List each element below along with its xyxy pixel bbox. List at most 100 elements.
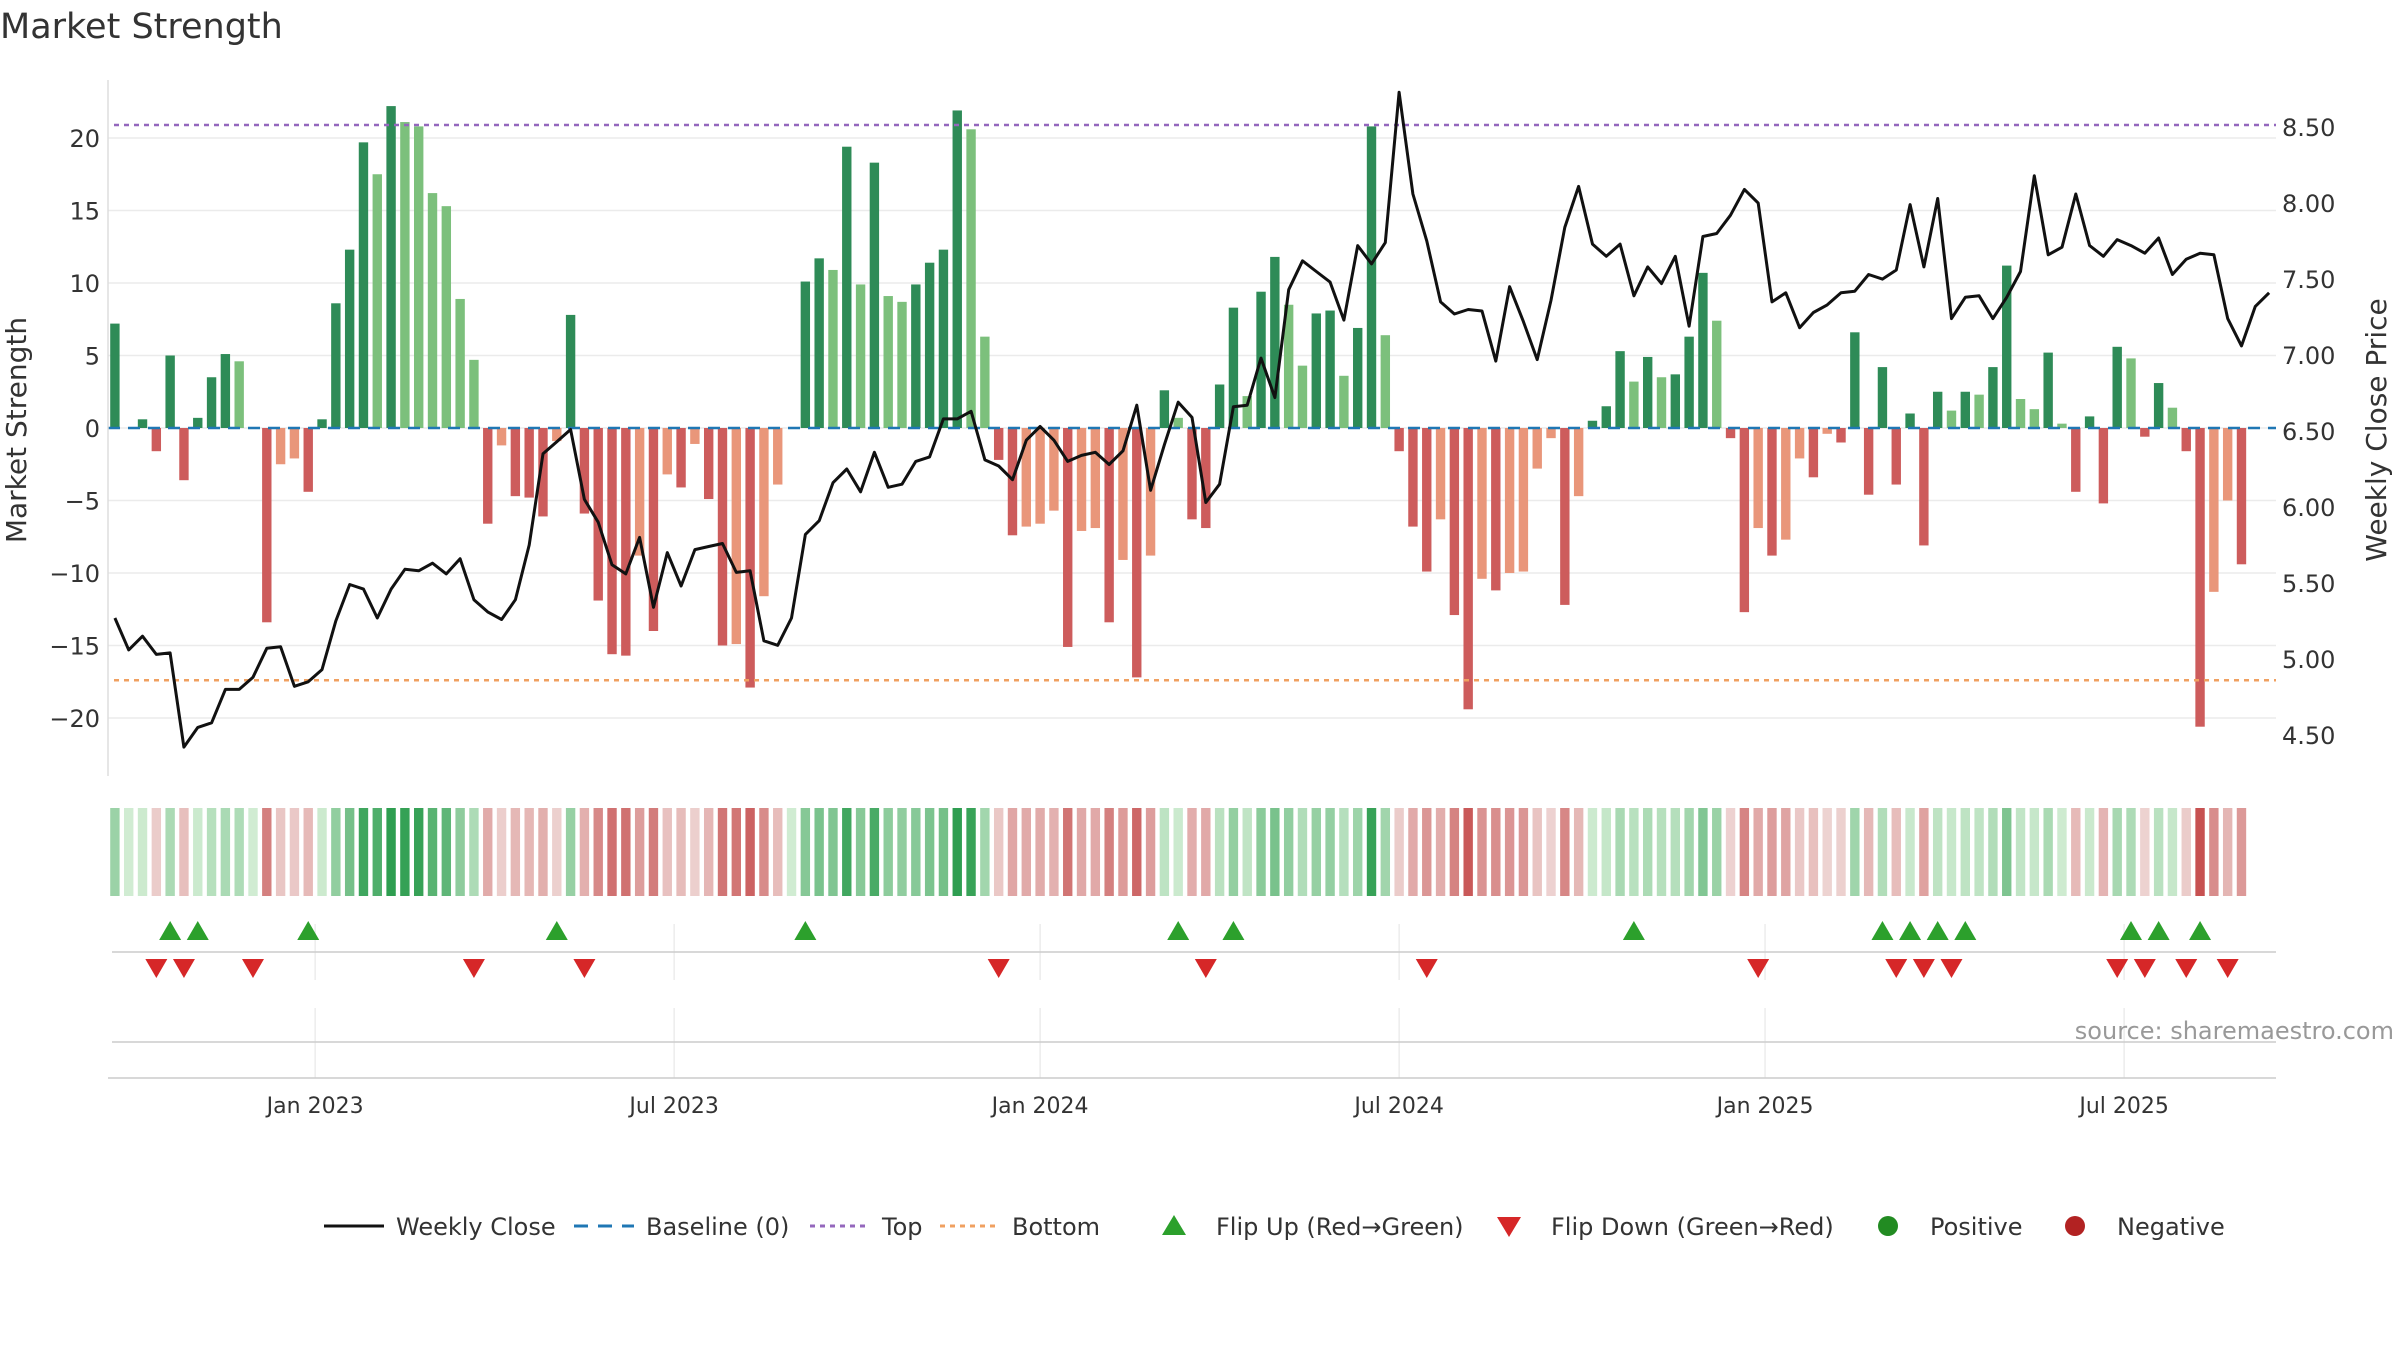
strength-bar <box>1891 428 1901 485</box>
heat-cell <box>869 808 880 896</box>
legend-swatch-circle <box>2065 1216 2085 1236</box>
y-right-tick-label: 4.50 <box>2282 722 2335 750</box>
heat-cell <box>1919 808 1929 896</box>
strength-bar <box>1159 390 1170 428</box>
strength-bar <box>2126 358 2136 428</box>
heat-cell <box>842 808 852 896</box>
heat-cell <box>2029 808 2040 896</box>
strength-bar <box>2181 428 2191 452</box>
strength-bar <box>2236 428 2247 565</box>
heat-cell <box>358 808 369 896</box>
heat-cell <box>621 808 631 896</box>
strength-bar <box>510 428 521 497</box>
heat-cell <box>2043 808 2053 896</box>
strength-bar <box>234 361 244 428</box>
legend-label: Positive <box>1930 1213 2023 1241</box>
heat-cell <box>1435 808 1446 896</box>
strength-bar <box>1560 428 1570 605</box>
y-left-tick-label: 20 <box>69 125 100 153</box>
heat-cell <box>690 808 700 896</box>
heat-cell <box>2057 808 2067 896</box>
strength-bar <box>1145 428 1156 556</box>
strength-bar <box>2098 428 2109 504</box>
flip-up-marker <box>1622 921 1645 940</box>
flip-up-marker <box>1167 921 1190 940</box>
heat-cell <box>1132 808 1142 896</box>
heat-cell <box>372 808 382 896</box>
heat-cell <box>2222 808 2233 896</box>
flip-down-marker <box>1415 959 1438 978</box>
strength-bar <box>621 428 631 656</box>
strength-bar <box>1739 428 1750 613</box>
y-right-tick-label: 5.50 <box>2282 570 2335 598</box>
heat-cell <box>1587 808 1598 896</box>
legend-label: Bottom <box>1012 1213 1100 1241</box>
heat-cell <box>1049 808 1059 896</box>
heat-cell <box>331 808 341 896</box>
strength-bar <box>814 258 824 428</box>
strength-bar <box>524 428 534 498</box>
strength-bar <box>993 428 1004 460</box>
heat-cell <box>1698 808 1708 896</box>
strength-bar <box>400 122 410 429</box>
flip-down-marker <box>1194 959 1217 978</box>
heat-cell <box>1449 808 1460 896</box>
strength-bar <box>607 428 617 655</box>
heat-cell <box>1311 808 1321 896</box>
flip-up-marker <box>2147 921 2170 940</box>
heat-cell <box>731 808 742 896</box>
strength-bar <box>745 428 755 688</box>
heat-cell <box>1270 808 1280 896</box>
strength-bar <box>1491 428 1501 591</box>
strength-bar <box>2002 265 2012 428</box>
heat-cell <box>1863 808 1874 896</box>
heat-cell <box>1090 808 1101 896</box>
x-tick-label: Jul 2024 <box>1352 1094 1444 1119</box>
strength-bar <box>220 354 231 428</box>
strength-bar <box>1919 428 1929 546</box>
heat-cell <box>1822 808 1832 896</box>
strength-bar <box>2195 428 2205 727</box>
heat-cell <box>552 808 562 896</box>
heat-cell <box>745 808 755 896</box>
strength-bar <box>427 193 438 428</box>
heat-cell <box>814 808 824 896</box>
legend: Weekly Close Baseline (0) Top Bottom Flip Up… <box>324 1213 2225 1241</box>
legend-label: Negative <box>2117 1213 2225 1241</box>
strength-bar <box>1629 381 1639 428</box>
strength-bar <box>1118 428 1128 560</box>
heat-cell <box>1808 808 1819 896</box>
y-left-tick-label: −15 <box>49 633 100 661</box>
strength-bar <box>1076 428 1087 531</box>
strength-bar <box>344 249 355 428</box>
strength-bar <box>455 298 465 428</box>
x-axis: Jan 2023 Jul 2023 Jan 2024 Jul 2024 Jan 2025… <box>108 1008 2276 1119</box>
legend-swatch-triangle-down <box>1497 1217 1521 1237</box>
heat-cell <box>759 808 769 896</box>
heat-cell <box>2015 808 2026 896</box>
strength-bar <box>1007 428 1018 536</box>
heat-cell <box>1242 808 1252 896</box>
heat-cell <box>386 808 396 896</box>
heat-cell <box>1836 808 1846 896</box>
strength-bar <box>1767 428 1777 556</box>
strength-bar <box>690 428 700 444</box>
flip-down-marker <box>2216 959 2239 978</box>
heat-cell <box>924 808 935 896</box>
strength-bar <box>1242 396 1252 428</box>
heat-cell <box>1159 808 1170 896</box>
strength-bar <box>2167 407 2178 428</box>
flip-down-marker <box>2106 959 2129 978</box>
flip-down-marker <box>241 959 264 978</box>
heat-cell <box>1076 808 1087 896</box>
strength-bar <box>1504 428 1515 573</box>
y-right-tick-label: 7.00 <box>2282 342 2335 370</box>
strength-bar <box>496 428 507 446</box>
heat-cell <box>1753 808 1763 896</box>
strength-bar <box>1656 377 1667 428</box>
flip-down-marker <box>172 959 195 978</box>
heat-cell <box>855 808 866 896</box>
heat-cell <box>483 808 493 896</box>
heat-cell <box>2195 808 2205 896</box>
